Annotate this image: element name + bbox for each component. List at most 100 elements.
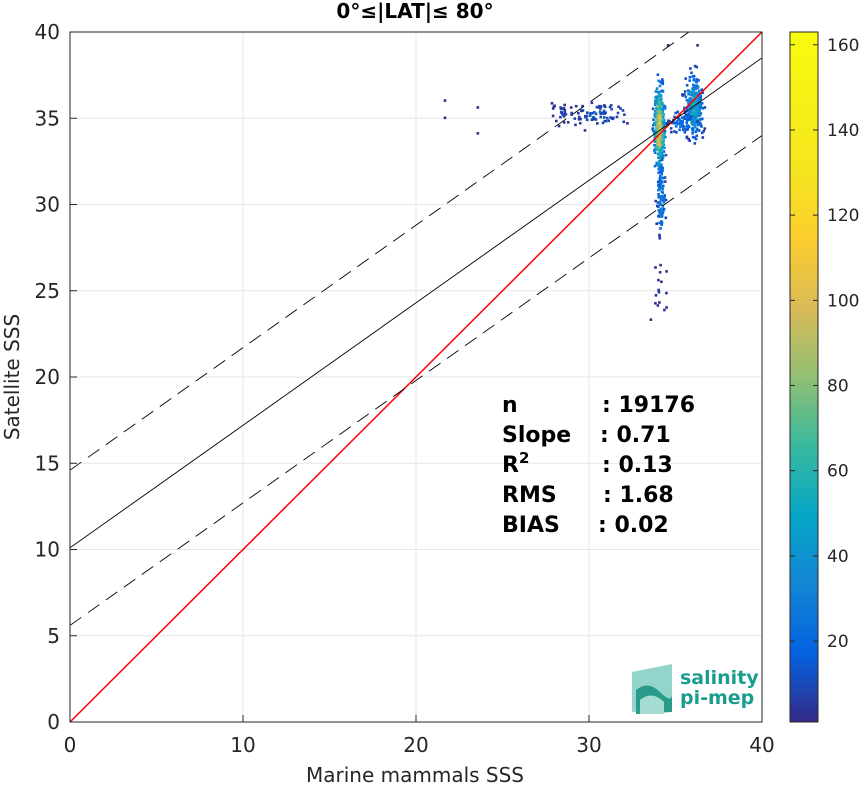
density-cell bbox=[691, 123, 694, 126]
density-cell bbox=[657, 124, 661, 127]
density-cell bbox=[655, 95, 658, 98]
density-cell bbox=[658, 134, 661, 138]
density-cell bbox=[659, 94, 662, 98]
density-cell bbox=[661, 78, 664, 81]
density-cell bbox=[657, 156, 660, 159]
density-cell bbox=[691, 132, 694, 135]
density-cell bbox=[550, 102, 554, 105]
density-cell bbox=[659, 139, 663, 142]
density-cell bbox=[683, 93, 686, 96]
stat-label: RMS bbox=[502, 483, 557, 508]
density-cell bbox=[662, 139, 665, 142]
density-cell bbox=[690, 103, 693, 107]
density-cell bbox=[657, 180, 660, 183]
density-cell bbox=[690, 91, 693, 94]
density-cell bbox=[690, 93, 694, 97]
density-cell bbox=[700, 125, 703, 128]
density-cell bbox=[608, 105, 612, 109]
density-cell bbox=[563, 111, 567, 115]
density-cell bbox=[689, 67, 692, 70]
density-cell bbox=[697, 79, 700, 82]
density-cell bbox=[661, 156, 665, 159]
density-cell bbox=[665, 291, 668, 295]
density-cell bbox=[662, 200, 666, 204]
density-cell bbox=[682, 115, 686, 119]
density-cell bbox=[476, 132, 480, 135]
density-cell bbox=[657, 79, 660, 83]
density-cell bbox=[693, 112, 697, 116]
density-cell bbox=[673, 130, 676, 133]
density-cell bbox=[581, 104, 584, 108]
density-cell bbox=[658, 127, 662, 131]
density-cell bbox=[654, 140, 657, 143]
density-cell bbox=[661, 80, 665, 83]
density-cell bbox=[574, 104, 578, 108]
density-cell bbox=[659, 106, 662, 109]
chart-title: 0°≤|LAT|≤ 80° bbox=[336, 0, 493, 23]
density-cell bbox=[693, 103, 696, 106]
density-cell bbox=[683, 117, 686, 120]
density-cell bbox=[686, 117, 690, 121]
density-cell bbox=[656, 137, 659, 141]
density-cell bbox=[656, 115, 660, 118]
density-cell bbox=[661, 122, 665, 125]
density-cell bbox=[687, 137, 690, 141]
stat-value: : 0.02 bbox=[598, 513, 669, 538]
density-cell bbox=[697, 112, 700, 115]
density-cell bbox=[657, 278, 660, 282]
density-cell bbox=[656, 143, 659, 147]
density-cell bbox=[659, 207, 663, 211]
density-cell bbox=[612, 116, 615, 120]
stat-label: Slope bbox=[502, 423, 571, 448]
density-cell bbox=[609, 116, 612, 119]
density-cell bbox=[619, 107, 622, 110]
density-cell bbox=[685, 107, 689, 110]
density-cell bbox=[658, 174, 662, 178]
density-cell bbox=[663, 194, 667, 197]
density-cell bbox=[654, 139, 658, 142]
density-cell bbox=[701, 131, 704, 135]
density-cell bbox=[694, 118, 697, 122]
density-cell bbox=[659, 198, 663, 202]
density-cell bbox=[693, 84, 696, 88]
colorbar-tick-label: 140 bbox=[827, 121, 859, 141]
density-cell bbox=[659, 183, 662, 187]
density-cell bbox=[589, 112, 592, 115]
y-tick-label: 25 bbox=[35, 279, 60, 303]
density-cell bbox=[677, 117, 681, 121]
colorbar bbox=[789, 31, 819, 723]
density-cell bbox=[577, 118, 581, 121]
density-cell bbox=[687, 89, 690, 93]
density-cell bbox=[660, 221, 664, 224]
density-cell bbox=[660, 140, 664, 144]
density-cell bbox=[653, 149, 656, 152]
density-cell bbox=[655, 161, 658, 165]
density-cell bbox=[663, 308, 666, 312]
density-cell bbox=[603, 112, 606, 115]
logo-line2: pi-mep bbox=[680, 687, 754, 709]
density-cell bbox=[688, 75, 692, 79]
density-cell bbox=[593, 111, 596, 114]
density-cell bbox=[656, 204, 659, 208]
density-cell bbox=[685, 84, 689, 87]
density-cell bbox=[687, 92, 690, 96]
density-cell bbox=[696, 109, 699, 112]
density-cell bbox=[691, 115, 694, 118]
density-cell bbox=[660, 153, 664, 157]
density-cell bbox=[586, 111, 589, 114]
density-cell bbox=[695, 65, 698, 69]
density-cell bbox=[657, 290, 661, 294]
density-cell bbox=[664, 216, 668, 220]
density-cell bbox=[699, 118, 702, 121]
density-cell bbox=[703, 127, 707, 130]
density-cell bbox=[654, 266, 657, 269]
x-tick-label: 20 bbox=[403, 733, 428, 757]
density-cell bbox=[693, 121, 696, 125]
density-cell bbox=[564, 112, 567, 116]
density-cell bbox=[660, 101, 663, 104]
density-cell bbox=[691, 129, 694, 132]
density-cell bbox=[662, 126, 665, 130]
density-cell bbox=[696, 86, 699, 90]
density-cell bbox=[685, 121, 688, 124]
